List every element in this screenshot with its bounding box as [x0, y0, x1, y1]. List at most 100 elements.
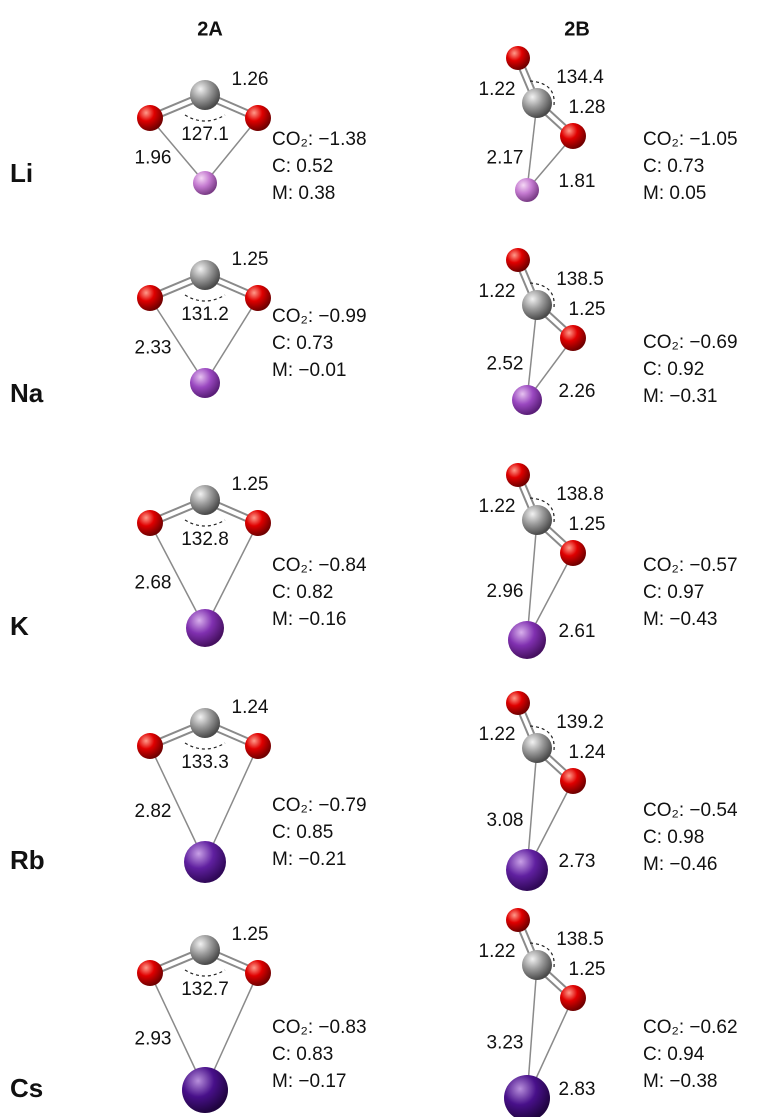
- label: C: 0.73: [643, 156, 704, 177]
- label: 138.8: [556, 484, 604, 505]
- label: 1.25: [569, 514, 606, 535]
- label: M: −0.31: [643, 386, 717, 407]
- carbon-atom: [522, 950, 552, 980]
- metal-atom: [515, 178, 539, 202]
- label: 1.81: [559, 171, 596, 192]
- label: CO₂: −1.05: [643, 129, 738, 150]
- label: 132.7: [181, 979, 229, 1000]
- label: M: −0.17: [272, 1071, 346, 1092]
- angle-arc: [185, 115, 225, 121]
- oxygen-atom: [137, 285, 163, 311]
- label: M: −0.16: [272, 609, 346, 630]
- label: M: −0.21: [272, 849, 346, 870]
- carbon-atom: [190, 80, 220, 110]
- oxygen-atom: [560, 540, 586, 566]
- carbon-atom: [190, 260, 220, 290]
- carbon-atom: [522, 505, 552, 535]
- label: 1.22: [479, 79, 516, 100]
- label: 2.33: [135, 338, 172, 359]
- figure: 2A 2B Li1.26127.11.96CO₂: −1.38C: 0.52M:…: [0, 0, 766, 1117]
- angle-arc: [185, 295, 225, 301]
- label: CO₂: −0.79: [272, 795, 367, 816]
- label: 3.08: [487, 810, 524, 831]
- label: 1.25: [232, 249, 269, 270]
- label: M: −0.38: [643, 1071, 717, 1092]
- label: 1.26: [232, 69, 269, 90]
- label: 133.3: [181, 752, 229, 773]
- carbon-atom: [522, 88, 552, 118]
- metal-atom: [190, 368, 220, 398]
- label: K: [10, 611, 29, 641]
- label: CO₂: −0.69: [643, 332, 738, 353]
- label: 2.26: [559, 381, 596, 402]
- angle-arc: [185, 970, 225, 976]
- oxygen-atom: [245, 285, 271, 311]
- label: M: 0.05: [643, 183, 706, 204]
- label: CO₂: −0.54: [643, 800, 738, 821]
- label: 1.25: [569, 959, 606, 980]
- label: Li: [10, 158, 33, 188]
- label: 139.2: [556, 712, 604, 733]
- carbon-atom: [522, 733, 552, 763]
- label: 1.22: [479, 724, 516, 745]
- label: 1.22: [479, 281, 516, 302]
- angle-arc: [185, 743, 225, 749]
- label: C: 0.73: [272, 333, 333, 354]
- metal-atom: [504, 1075, 550, 1117]
- label: Rb: [10, 845, 45, 875]
- oxygen-atom: [506, 691, 530, 715]
- label: CO₂: −0.84: [272, 555, 367, 576]
- label: M: −0.01: [272, 360, 346, 381]
- oxygen-atom: [560, 325, 586, 351]
- carbon-atom: [522, 290, 552, 320]
- label: 2.73: [559, 851, 596, 872]
- carbon-atom: [190, 935, 220, 965]
- label: 1.28: [569, 97, 606, 118]
- label: C: 0.98: [643, 827, 704, 848]
- label: 2.17: [487, 148, 524, 169]
- oxygen-atom: [137, 960, 163, 986]
- label: C: 0.94: [643, 1044, 705, 1065]
- label: 132.8: [181, 529, 229, 550]
- metal-atom: [512, 385, 542, 415]
- label: 1.22: [479, 496, 516, 517]
- label: C: 0.92: [643, 359, 704, 380]
- oxygen-atom: [245, 960, 271, 986]
- carbon-atom: [190, 485, 220, 515]
- oxygen-atom: [506, 46, 530, 70]
- metal-atom: [182, 1067, 228, 1113]
- oxygen-atom: [137, 510, 163, 536]
- oxygen-atom: [506, 463, 530, 487]
- metal-atom: [508, 621, 546, 659]
- column-header: 2B: [564, 18, 590, 40]
- label: 2.83: [559, 1079, 596, 1100]
- label: 134.4: [556, 67, 604, 88]
- oxygen-atom: [137, 105, 163, 131]
- label: 2.52: [487, 354, 524, 375]
- label: C: 0.83: [272, 1044, 333, 1065]
- metal-atom: [184, 841, 226, 883]
- label: 2.96: [487, 581, 524, 602]
- oxygen-atom: [245, 510, 271, 536]
- label: 1.24: [232, 697, 269, 718]
- label: Na: [10, 378, 44, 408]
- oxygen-atom: [506, 908, 530, 932]
- metal-atom: [186, 609, 224, 647]
- label: C: 0.82: [272, 582, 333, 603]
- label: C: 0.52: [272, 156, 333, 177]
- label: Cs: [10, 1073, 43, 1103]
- label: 131.2: [181, 304, 229, 325]
- label: CO₂: −0.83: [272, 1017, 367, 1038]
- label: 138.5: [556, 269, 604, 290]
- label: CO₂: −0.57: [643, 555, 738, 576]
- oxygen-atom: [137, 733, 163, 759]
- label: 127.1: [181, 124, 229, 145]
- label: 1.96: [135, 148, 172, 169]
- label: 1.22: [479, 941, 516, 962]
- label: M: −0.43: [643, 609, 717, 630]
- label: 2.82: [135, 801, 172, 822]
- label: C: 0.85: [272, 822, 333, 843]
- oxygen-atom: [506, 248, 530, 272]
- metal-atom: [193, 171, 217, 195]
- carbon-atom: [190, 708, 220, 738]
